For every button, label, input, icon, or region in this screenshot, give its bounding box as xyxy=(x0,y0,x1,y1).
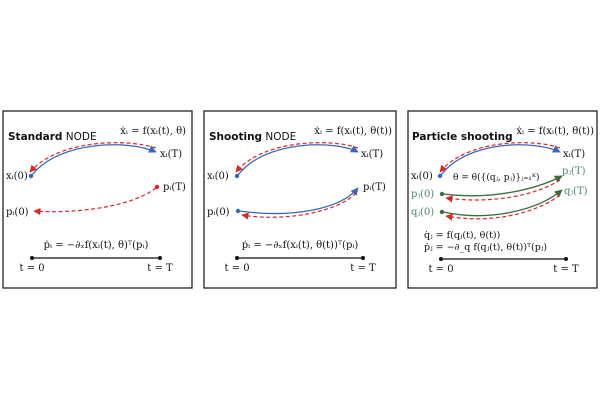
timeline-end-dot xyxy=(564,257,568,261)
xT-label: xᵢ(T) xyxy=(160,149,182,160)
pj0-label: pⱼ(0) xyxy=(411,189,434,200)
xT-label: xᵢ(T) xyxy=(563,149,585,160)
panel-particle-shooting: Particle shooting ẋᵢ = f(xᵢ(t), θ(t)) xᵢ… xyxy=(407,110,598,289)
xT-label: xᵢ(T) xyxy=(361,149,383,160)
t0-label: t = 0 xyxy=(19,263,44,274)
adjoint-trajectory xyxy=(33,187,157,216)
panel-frame xyxy=(407,110,598,289)
x0-label: xᵢ(0) xyxy=(411,171,433,182)
timeline-start-dot xyxy=(235,256,239,260)
t0-label: t = 0 xyxy=(224,263,249,274)
adjoint-equation: ṗᵢ = −∂ₓf(xᵢ(t), θ(t))ᵀ(pᵢ) xyxy=(242,240,359,251)
x0-point xyxy=(234,173,240,179)
particle-q-backward-trajectory xyxy=(445,194,561,221)
particle-q-forward-trajectory xyxy=(442,189,563,217)
pj0-point xyxy=(439,191,445,197)
p0-label: pᵢ(0) xyxy=(6,207,29,218)
forward-equation: ẋᵢ = f(xᵢ(t), θ) xyxy=(120,126,186,137)
p0-label: pᵢ(0) xyxy=(207,207,230,218)
forward-equation: ẋᵢ = f(xᵢ(t), θ(t)) xyxy=(314,126,392,137)
panel-title: Standard NODE xyxy=(8,131,97,143)
p0-point xyxy=(235,208,241,214)
qdot-equation: q̇ⱼ = f(qⱼ(t), θ(t)) xyxy=(424,230,500,241)
pT-label: pᵢ(T) xyxy=(163,182,186,193)
backward-trajectory xyxy=(235,142,359,173)
x0-label: xᵢ(0) xyxy=(6,171,28,182)
pT-point xyxy=(154,184,160,190)
forward-trajectory xyxy=(440,144,561,176)
timeline-end-dot xyxy=(158,256,162,260)
forward-equation: ẋᵢ = f(xᵢ(t), θ(t)) xyxy=(516,126,594,137)
pdot-equation: ṗⱼ = −∂_q f(qⱼ(t), θ(t))ᵀ(pⱼ) xyxy=(424,242,547,253)
panel-title: Particle shooting xyxy=(412,131,513,143)
backward-trajectory xyxy=(29,142,157,173)
t0-label: t = 0 xyxy=(428,264,453,275)
forward-trajectory xyxy=(31,144,157,176)
timeline-end-dot xyxy=(361,256,365,260)
particle-p-backward-trajectory xyxy=(445,179,561,203)
qj0-label: qⱼ(0) xyxy=(411,207,434,218)
backward-trajectory xyxy=(439,142,561,173)
timeline-start-dot xyxy=(439,257,443,261)
qjT-label: qⱼ(T) xyxy=(564,186,588,197)
pT-label: pᵢ(T) xyxy=(363,182,386,193)
x0-point xyxy=(437,173,443,179)
panel-frame xyxy=(203,110,397,289)
panel-frame xyxy=(2,110,193,289)
adjoint-backward-trajectory xyxy=(241,192,357,220)
adjoint-forward-trajectory xyxy=(239,187,359,215)
forward-trajectory xyxy=(237,144,359,176)
timeline-start-dot xyxy=(30,256,34,260)
tT-label: t = T xyxy=(553,264,579,275)
qj0-point xyxy=(439,209,445,215)
x0-point xyxy=(28,173,34,179)
panel-title: Shooting NODE xyxy=(209,131,296,143)
adjoint-equation: ṗᵢ = −∂ₓf(xᵢ(t), θ)ᵀ(pᵢ) xyxy=(44,240,149,251)
panel-shooting-node: Shooting NODE ẋᵢ = f(xᵢ(t), θ(t)) xᵢ(0) … xyxy=(203,110,397,289)
panel-standard-node: Standard NODE ẋᵢ = f(xᵢ(t), θ) xᵢ(0) xᵢ(… xyxy=(2,110,193,289)
particle-p-forward-trajectory xyxy=(442,175,563,197)
tT-label: t = T xyxy=(350,263,376,274)
theta-equation: θ = θ({(qⱼ, pⱼ)}ⱼ₌₁ᴷ) xyxy=(453,172,540,183)
x0-label: xᵢ(0) xyxy=(207,171,229,182)
tT-label: t = T xyxy=(147,263,173,274)
pjT-label: pⱼ(T) xyxy=(562,166,586,177)
